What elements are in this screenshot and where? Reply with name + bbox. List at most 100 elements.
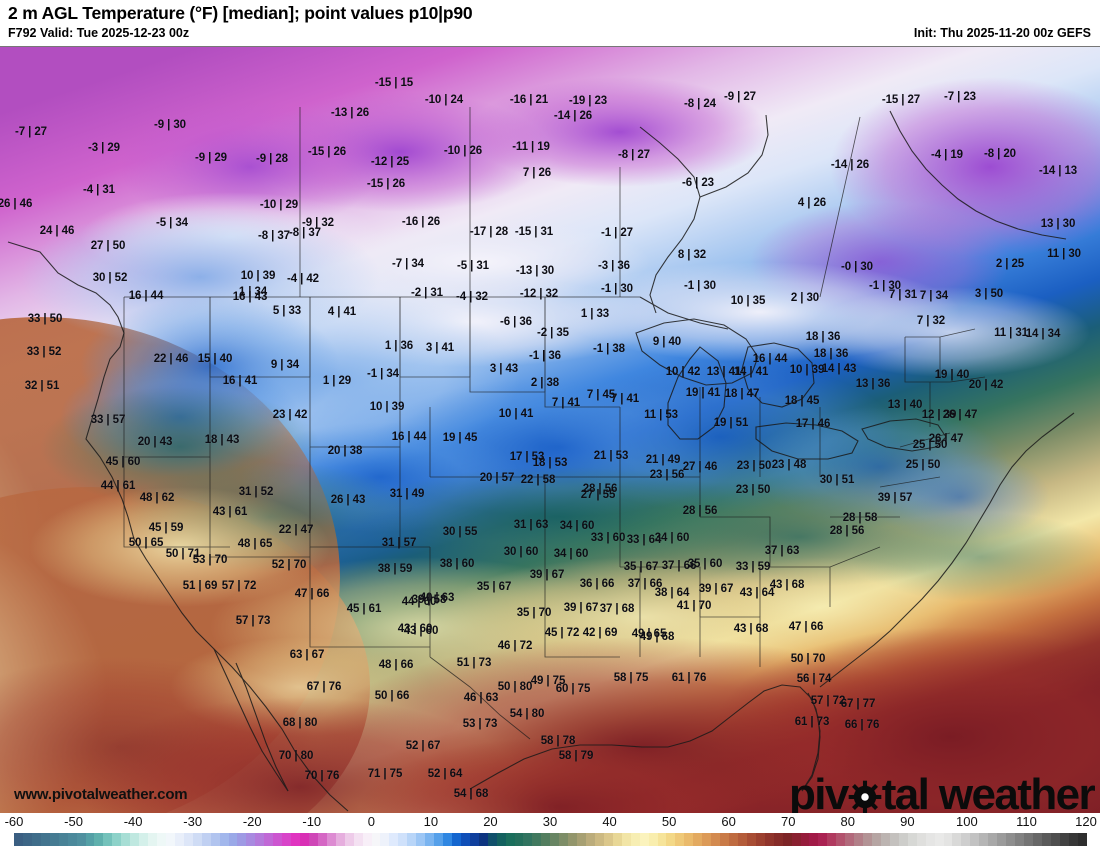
colorbar-tick: 80 [840, 814, 855, 829]
colorbar-cell [541, 833, 551, 846]
point-value: 18 | 36 [805, 331, 841, 343]
point-value: 38 | 59 [377, 563, 413, 575]
weather-map[interactable]: -7 | 27 -3 | 29 -4 | 31 26 | 46 24 | 46 27 | … [0, 46, 1100, 813]
colorbar-cell [291, 833, 300, 846]
colorbar-cell [1059, 833, 1069, 846]
point-value: -8 | 27 [618, 149, 650, 161]
colorbar-cell [460, 833, 470, 846]
point-value: 31 | 57 [381, 537, 417, 549]
colorbar-tick: 10 [423, 814, 439, 829]
point-value: 35 | 67 [476, 581, 512, 593]
point-value: 3 | 43 [489, 363, 519, 375]
pivotal-weather-logo: piv tal weather [789, 773, 1096, 813]
point-value: 60 | 75 [555, 683, 591, 695]
point-value: -1 | 36 [529, 350, 561, 362]
point-value: -15 | 31 [514, 226, 554, 238]
temperature-field [0, 47, 1100, 813]
colorbar-cell [603, 833, 613, 846]
colorbar-cell [782, 833, 792, 846]
colorbar-cell [836, 833, 846, 846]
colorbar-cell [559, 833, 569, 846]
colorbar-cell [746, 833, 756, 846]
colorbar-cell [809, 833, 819, 846]
point-value: 3 | 41 [425, 342, 455, 354]
colorbar-cell [702, 833, 712, 846]
point-value: 26 | 43 [330, 494, 366, 506]
point-value: 37 | 66 [627, 578, 663, 590]
point-value: 52 | 67 [405, 740, 441, 752]
point-value: -4 | 32 [456, 291, 488, 303]
point-value: -15 | 26 [366, 178, 406, 190]
point-value: 5 | 33 [272, 305, 302, 317]
colorbar-tick: -50 [64, 814, 83, 829]
point-value: 51 | 73 [456, 657, 492, 669]
point-value: 23 | 48 [771, 459, 807, 471]
point-value: 45 | 61 [346, 603, 382, 615]
colorbar-cell [416, 833, 426, 846]
colorbar-tick: 60 [721, 814, 736, 829]
point-value: -12 | 32 [519, 288, 559, 300]
colorbar-cell [997, 833, 1007, 846]
colorbar-cell [237, 833, 247, 846]
point-value: 43 | 68 [769, 579, 805, 591]
colorbar-cell [827, 833, 837, 846]
point-value: -0 | 30 [841, 261, 873, 273]
colorbar-cell [666, 833, 676, 846]
colorbar-cell [362, 833, 372, 846]
point-value: 33 | 59 [735, 561, 771, 573]
point-value: 53 | 70 [192, 554, 228, 566]
point-value: 4 | 41 [327, 306, 357, 318]
point-value: -4 | 19 [931, 149, 963, 161]
colorbar-cell [979, 833, 989, 846]
colorbar-cell [1006, 833, 1015, 846]
point-value: 19 | 40 [934, 369, 970, 381]
point-value: 13 | 36 [855, 378, 891, 390]
point-value: -14 | 26 [553, 110, 593, 122]
point-value: -3 | 36 [598, 260, 630, 272]
point-value: -7 | 27 [15, 126, 47, 138]
point-value: 50 | 80 [497, 681, 533, 693]
colorbar-cell [380, 833, 390, 846]
point-value: 33 | 50 [27, 313, 63, 325]
colorbar-cell [863, 833, 872, 846]
point-value: 13 | 30 [1040, 218, 1076, 230]
point-value: 26 | 47 [942, 409, 978, 421]
point-value: -10 | 29 [259, 199, 299, 211]
point-value: -9 | 28 [256, 153, 288, 165]
point-value: 28 | 56 [682, 505, 718, 517]
point-value: 66 | 76 [844, 719, 880, 731]
colorbar-cell [898, 833, 908, 846]
colorbar[interactable]: -60 -50 -40 -30 -20 -10 0 10 20 30 40 50 60 70 80 90 100… [0, 813, 1100, 850]
colorbar-cell [594, 833, 604, 846]
point-value: 53 | 73 [462, 718, 498, 730]
point-value: 26 | 46 [0, 198, 33, 210]
colorbar-cell [532, 833, 542, 846]
colorbar-cell [85, 833, 95, 846]
colorbar-cell [451, 833, 461, 846]
colorbar-cell [1050, 833, 1060, 846]
point-value: 10 | 35 [730, 295, 766, 307]
colorbar-cell [755, 833, 765, 846]
colorbar-cell [192, 833, 202, 846]
point-value: -7 | 34 [392, 258, 424, 270]
point-value: -1 | 34 [367, 368, 399, 380]
point-value: 27 | 46 [682, 461, 718, 473]
colorbar-cell [1023, 833, 1033, 846]
point-value: 50 | 65 [128, 537, 164, 549]
point-value: 30 | 52 [92, 272, 128, 284]
colorbar-cell [872, 833, 881, 846]
colorbar-cell [31, 833, 41, 846]
colorbar-gradient [14, 833, 1087, 846]
colorbar-cell [639, 833, 649, 846]
point-value: 58 | 75 [613, 672, 649, 684]
point-value: 57 | 73 [235, 615, 271, 627]
colorbar-tick: -10 [302, 814, 322, 829]
point-value: 68 | 80 [282, 717, 318, 729]
colorbar-cell [988, 833, 998, 846]
point-value: 45 | 60 [105, 456, 141, 468]
point-value: 49 | 75 [530, 675, 566, 687]
point-value: -1 | 38 [593, 343, 625, 355]
point-value: -19 | 23 [568, 95, 608, 107]
point-value: 35 | 67 [623, 561, 659, 573]
point-value: -14 | 13 [1038, 165, 1078, 177]
